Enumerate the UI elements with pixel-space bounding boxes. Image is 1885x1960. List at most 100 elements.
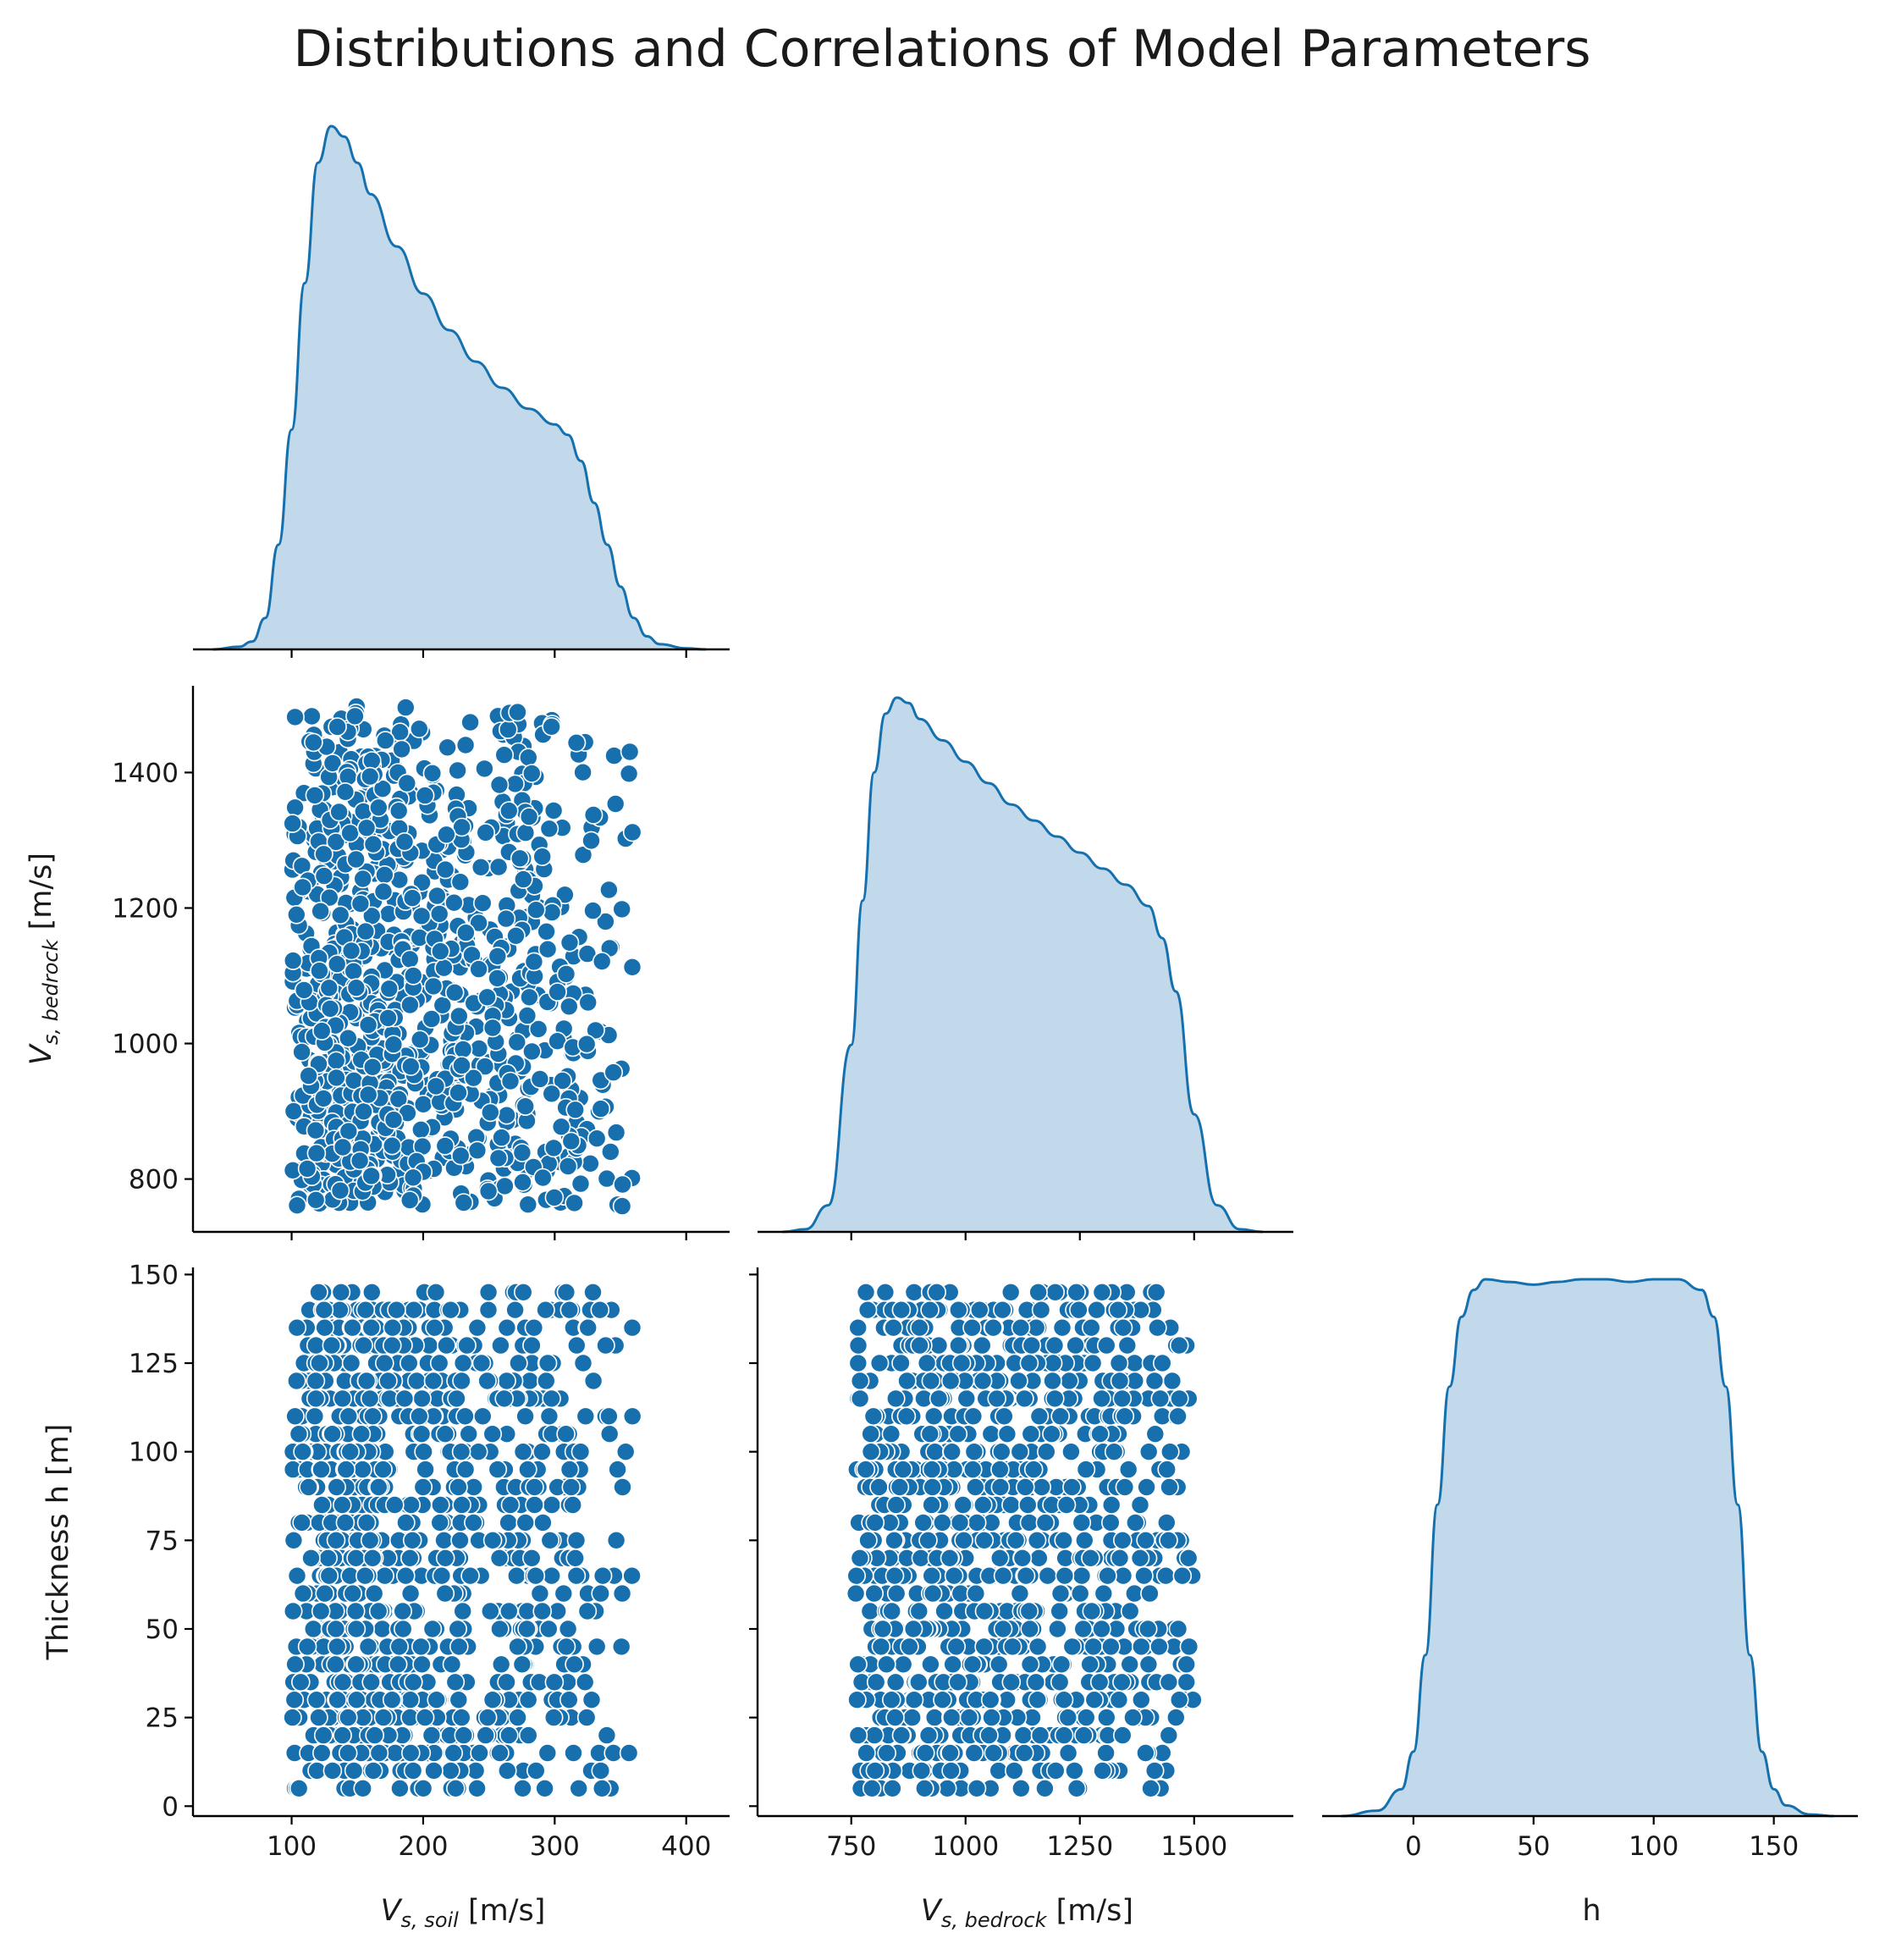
scatter-point bbox=[415, 786, 435, 805]
scatter-point bbox=[536, 1371, 556, 1391]
scatter-point bbox=[622, 1317, 642, 1338]
scatter-point bbox=[1014, 1743, 1034, 1763]
y-tick-label: 0 bbox=[162, 1792, 179, 1822]
scatter-point bbox=[477, 1708, 498, 1727]
scatter-point bbox=[542, 1495, 562, 1515]
scatter-point bbox=[444, 1743, 464, 1763]
scatter-point bbox=[524, 1317, 544, 1338]
scatter-point bbox=[435, 1583, 455, 1604]
scatter-point bbox=[542, 1389, 561, 1409]
scatter-point bbox=[890, 1477, 910, 1497]
scatter-point bbox=[1178, 1549, 1199, 1568]
scatter-point bbox=[933, 1690, 952, 1709]
scatter-point bbox=[330, 1180, 350, 1201]
scatter-point bbox=[404, 1300, 424, 1320]
x-axis-label-vs-bedrock-unit: [m/s] bbox=[1047, 1894, 1134, 1928]
scatter-point bbox=[361, 751, 382, 770]
scatter-point bbox=[591, 1761, 611, 1781]
scatter-point bbox=[1045, 1283, 1065, 1302]
scatter-point bbox=[363, 834, 383, 854]
scatter-point bbox=[413, 1779, 433, 1798]
scatter-point bbox=[518, 1690, 538, 1709]
scatter-point bbox=[1134, 1565, 1154, 1586]
scatter-point bbox=[599, 880, 619, 900]
x-axis-label-vs-soil-unit: [m/s] bbox=[459, 1894, 546, 1928]
scatter-point bbox=[558, 1619, 578, 1639]
scatter-point bbox=[332, 1495, 352, 1515]
scatter-point bbox=[1038, 1565, 1057, 1586]
scatter-point bbox=[390, 1779, 410, 1798]
scatter-point bbox=[394, 831, 415, 852]
scatter-point bbox=[478, 1283, 499, 1302]
scatter-point bbox=[435, 1549, 455, 1568]
scatter-point bbox=[520, 987, 539, 1008]
scatter-point bbox=[1179, 1637, 1199, 1657]
scatter-point bbox=[314, 1300, 334, 1320]
scatter-point bbox=[364, 1583, 384, 1604]
scatter-point bbox=[565, 1654, 584, 1675]
scatter-point bbox=[981, 1424, 1001, 1444]
x-axis-label-vs-bedrock-symbol: V bbox=[921, 1894, 943, 1928]
scatter-point bbox=[1160, 1477, 1179, 1497]
scatter-point bbox=[373, 881, 394, 902]
scatter-point bbox=[1065, 1761, 1084, 1781]
scatter-point bbox=[350, 1151, 370, 1171]
scatter-point bbox=[330, 905, 350, 925]
scatter-point bbox=[1150, 1389, 1171, 1409]
scatter-point bbox=[869, 1353, 890, 1373]
scatter-point bbox=[427, 1690, 447, 1709]
scatter-point bbox=[984, 1743, 1004, 1763]
scatter-point bbox=[320, 999, 340, 1019]
scatter-point bbox=[340, 1442, 361, 1461]
scatter-point bbox=[424, 1761, 444, 1781]
scatter-point bbox=[449, 1477, 468, 1497]
scatter-point bbox=[460, 1565, 480, 1586]
scatter-point bbox=[476, 823, 496, 842]
scatter-point bbox=[1177, 1672, 1196, 1692]
scatter-point bbox=[864, 1725, 885, 1745]
scatter-point bbox=[1031, 1300, 1051, 1320]
scatter-point bbox=[1020, 1654, 1040, 1675]
scatter-point bbox=[1157, 1513, 1177, 1532]
scatter-point bbox=[372, 1619, 392, 1639]
scatter-point bbox=[1050, 1406, 1070, 1427]
scatter-point bbox=[573, 762, 593, 782]
scatter-point bbox=[322, 1335, 342, 1355]
scatter-point bbox=[1081, 1549, 1100, 1568]
scatter-point bbox=[923, 1406, 944, 1427]
scatter-point bbox=[1050, 1583, 1071, 1604]
scatter-point bbox=[934, 1601, 954, 1621]
scatter-point bbox=[1157, 1460, 1177, 1479]
scatter-point bbox=[604, 746, 624, 765]
scatter-point bbox=[848, 1725, 868, 1745]
scatter-point bbox=[373, 1708, 394, 1727]
scatter-point bbox=[1160, 1442, 1180, 1461]
scatter-point bbox=[1118, 1460, 1138, 1479]
scatter-point bbox=[343, 1583, 363, 1604]
scatter-point bbox=[464, 1513, 483, 1532]
scatter-point bbox=[903, 1619, 923, 1639]
scatter-point bbox=[1052, 1317, 1072, 1338]
scatter-point bbox=[606, 1531, 626, 1550]
scatter-point bbox=[382, 1335, 402, 1355]
scatter-point bbox=[564, 1743, 583, 1763]
scatter-point bbox=[467, 1317, 488, 1338]
scatter-point bbox=[361, 1317, 382, 1338]
scatter-point bbox=[284, 1690, 305, 1709]
scatter-point bbox=[1113, 1317, 1133, 1338]
scatter-point bbox=[480, 1102, 500, 1123]
scatter-point bbox=[1138, 1654, 1159, 1675]
scatter-point bbox=[587, 1129, 607, 1148]
scatter-point bbox=[1146, 1283, 1166, 1302]
scatter-point bbox=[591, 1099, 611, 1118]
scatter-point bbox=[857, 1743, 876, 1763]
scatter-point bbox=[438, 737, 457, 758]
scatter-point bbox=[1019, 1513, 1039, 1532]
scatter-point bbox=[410, 1030, 430, 1050]
scatter-point bbox=[850, 1389, 870, 1409]
y-tick-label: 1400 bbox=[112, 758, 179, 788]
scatter-point bbox=[963, 1406, 984, 1427]
scatter-point bbox=[472, 1406, 493, 1427]
scatter-point bbox=[358, 1637, 378, 1657]
scatter-point bbox=[346, 849, 366, 870]
